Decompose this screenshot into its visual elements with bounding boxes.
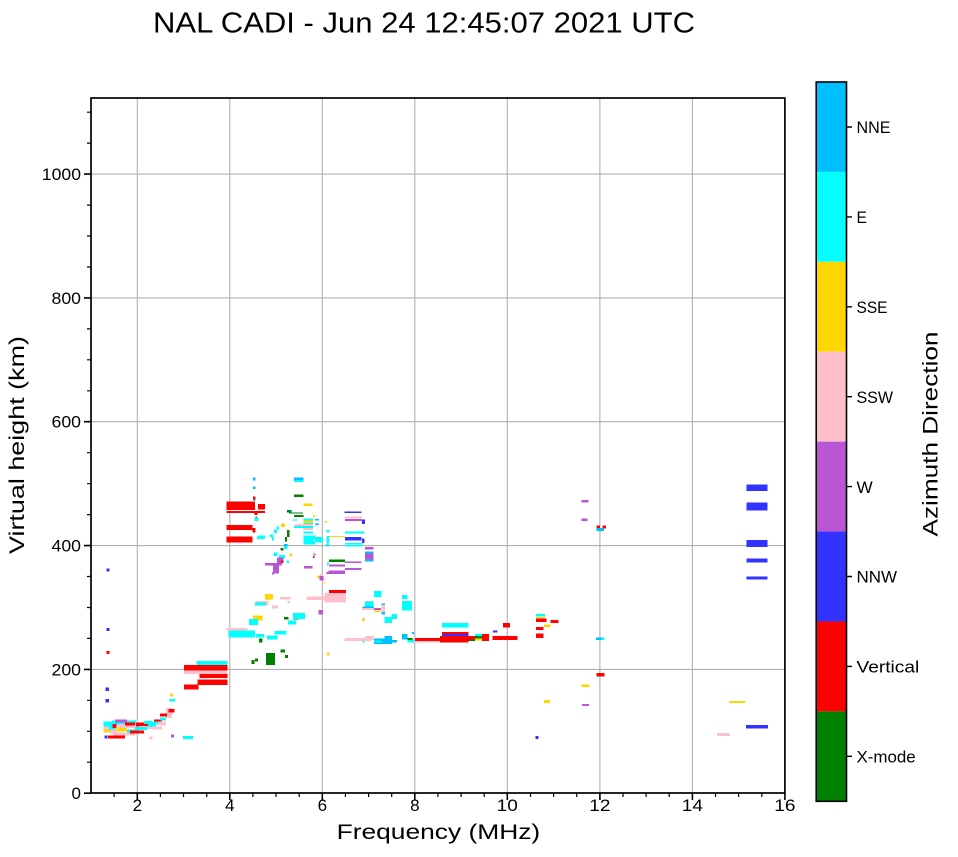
svg-text:W: W: [857, 479, 874, 497]
svg-text:NAL CADI - Jun 24 12:45:07 202: NAL CADI - Jun 24 12:45:07 2021 UTC: [153, 8, 695, 40]
svg-text:8: 8: [410, 796, 419, 815]
svg-text:0: 0: [72, 784, 81, 803]
svg-text:Vertical: Vertical: [857, 659, 920, 677]
svg-text:2: 2: [133, 796, 142, 815]
svg-text:16: 16: [774, 796, 795, 815]
svg-text:14: 14: [682, 796, 703, 815]
svg-text:4: 4: [225, 796, 234, 815]
svg-text:SSE: SSE: [857, 299, 888, 317]
svg-text:Frequency (MHz): Frequency (MHz): [337, 820, 541, 844]
svg-text:Virtual height (km): Virtual height (km): [5, 336, 29, 554]
svg-text:NNE: NNE: [857, 119, 891, 137]
svg-text:10: 10: [497, 796, 518, 815]
svg-text:6: 6: [318, 796, 327, 815]
svg-text:X-mode: X-mode: [857, 749, 916, 767]
svg-text:600: 600: [52, 413, 82, 432]
svg-text:400: 400: [52, 537, 82, 556]
svg-text:200: 200: [52, 660, 82, 679]
svg-text:E: E: [857, 209, 867, 227]
svg-text:NNW: NNW: [857, 569, 898, 587]
svg-text:800: 800: [52, 289, 82, 308]
svg-text:12: 12: [589, 796, 610, 815]
svg-text:Azimuth Direction: Azimuth Direction: [919, 332, 943, 537]
svg-text:1000: 1000: [42, 165, 81, 184]
svg-text:SSW: SSW: [857, 389, 894, 407]
